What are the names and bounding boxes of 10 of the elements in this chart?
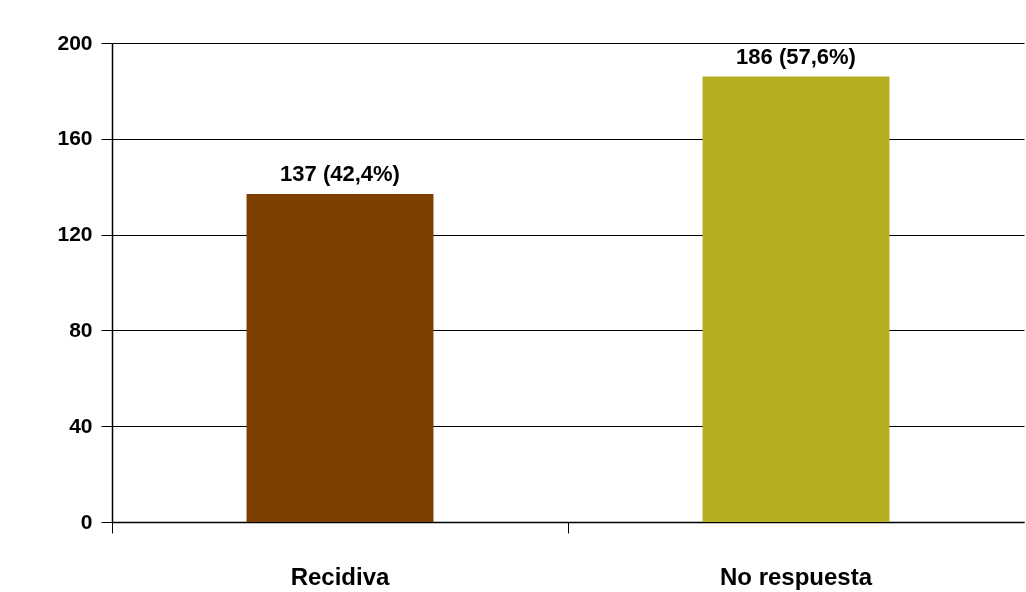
y-tick-label: 120 — [57, 222, 93, 246]
y-tick-label: 80 — [69, 317, 93, 341]
y-tick-label: 200 — [57, 30, 93, 54]
y-tick-label: 160 — [57, 126, 93, 150]
x-tick-label: No respuesta — [719, 562, 873, 590]
data-label: 186 (57,6%) — [736, 43, 856, 69]
data-label: 137 (42,4%) — [280, 160, 400, 186]
y-tick-label: 0 — [80, 509, 93, 533]
x-tick-label: Recidiva — [290, 562, 391, 590]
y-tick-label: 40 — [69, 413, 93, 437]
